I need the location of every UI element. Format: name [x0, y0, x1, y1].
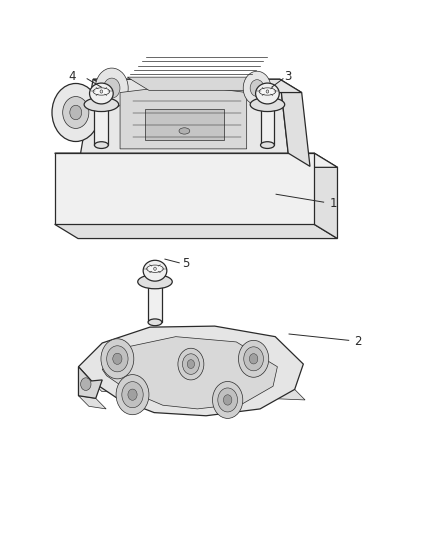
Circle shape: [154, 267, 156, 270]
Circle shape: [250, 79, 264, 96]
Polygon shape: [55, 153, 338, 167]
Text: 2: 2: [354, 335, 362, 348]
Circle shape: [178, 348, 204, 380]
Polygon shape: [127, 77, 270, 90]
Polygon shape: [314, 153, 338, 239]
Ellipse shape: [138, 274, 172, 289]
Circle shape: [107, 346, 128, 372]
Circle shape: [63, 96, 89, 128]
Ellipse shape: [84, 98, 119, 111]
Circle shape: [243, 71, 271, 105]
Ellipse shape: [147, 265, 163, 272]
Circle shape: [101, 339, 134, 379]
Polygon shape: [93, 79, 302, 93]
Polygon shape: [102, 337, 277, 409]
Circle shape: [244, 347, 263, 371]
Circle shape: [122, 382, 143, 408]
Text: 4: 4: [68, 70, 75, 83]
Circle shape: [218, 388, 237, 412]
Polygon shape: [280, 79, 310, 166]
Polygon shape: [78, 326, 304, 416]
Text: 5: 5: [182, 257, 190, 270]
Ellipse shape: [93, 88, 110, 95]
Circle shape: [81, 378, 91, 391]
Circle shape: [249, 353, 258, 364]
Ellipse shape: [143, 260, 167, 281]
Polygon shape: [95, 106, 108, 145]
Polygon shape: [261, 106, 274, 145]
Polygon shape: [81, 79, 288, 153]
Circle shape: [212, 382, 243, 418]
Ellipse shape: [256, 83, 279, 104]
Circle shape: [183, 354, 199, 374]
Circle shape: [128, 389, 137, 400]
Polygon shape: [148, 282, 162, 322]
Text: 3: 3: [284, 70, 292, 83]
Ellipse shape: [261, 142, 274, 149]
Ellipse shape: [250, 98, 285, 111]
Polygon shape: [78, 395, 106, 409]
Circle shape: [100, 90, 102, 93]
Polygon shape: [55, 224, 338, 239]
Circle shape: [266, 90, 269, 93]
Circle shape: [238, 341, 269, 377]
Circle shape: [103, 78, 120, 98]
Circle shape: [116, 375, 149, 415]
Polygon shape: [120, 85, 247, 149]
Ellipse shape: [95, 142, 108, 149]
Ellipse shape: [259, 88, 276, 95]
Text: 1: 1: [329, 197, 337, 210]
Circle shape: [187, 360, 194, 368]
Circle shape: [223, 395, 232, 405]
Polygon shape: [78, 367, 102, 398]
Circle shape: [113, 353, 122, 365]
Ellipse shape: [89, 83, 113, 104]
Circle shape: [52, 84, 99, 141]
Polygon shape: [55, 153, 314, 224]
Ellipse shape: [148, 319, 162, 326]
Polygon shape: [92, 381, 305, 400]
Circle shape: [70, 105, 82, 120]
Polygon shape: [145, 109, 224, 140]
Circle shape: [95, 68, 128, 108]
Ellipse shape: [179, 128, 190, 134]
